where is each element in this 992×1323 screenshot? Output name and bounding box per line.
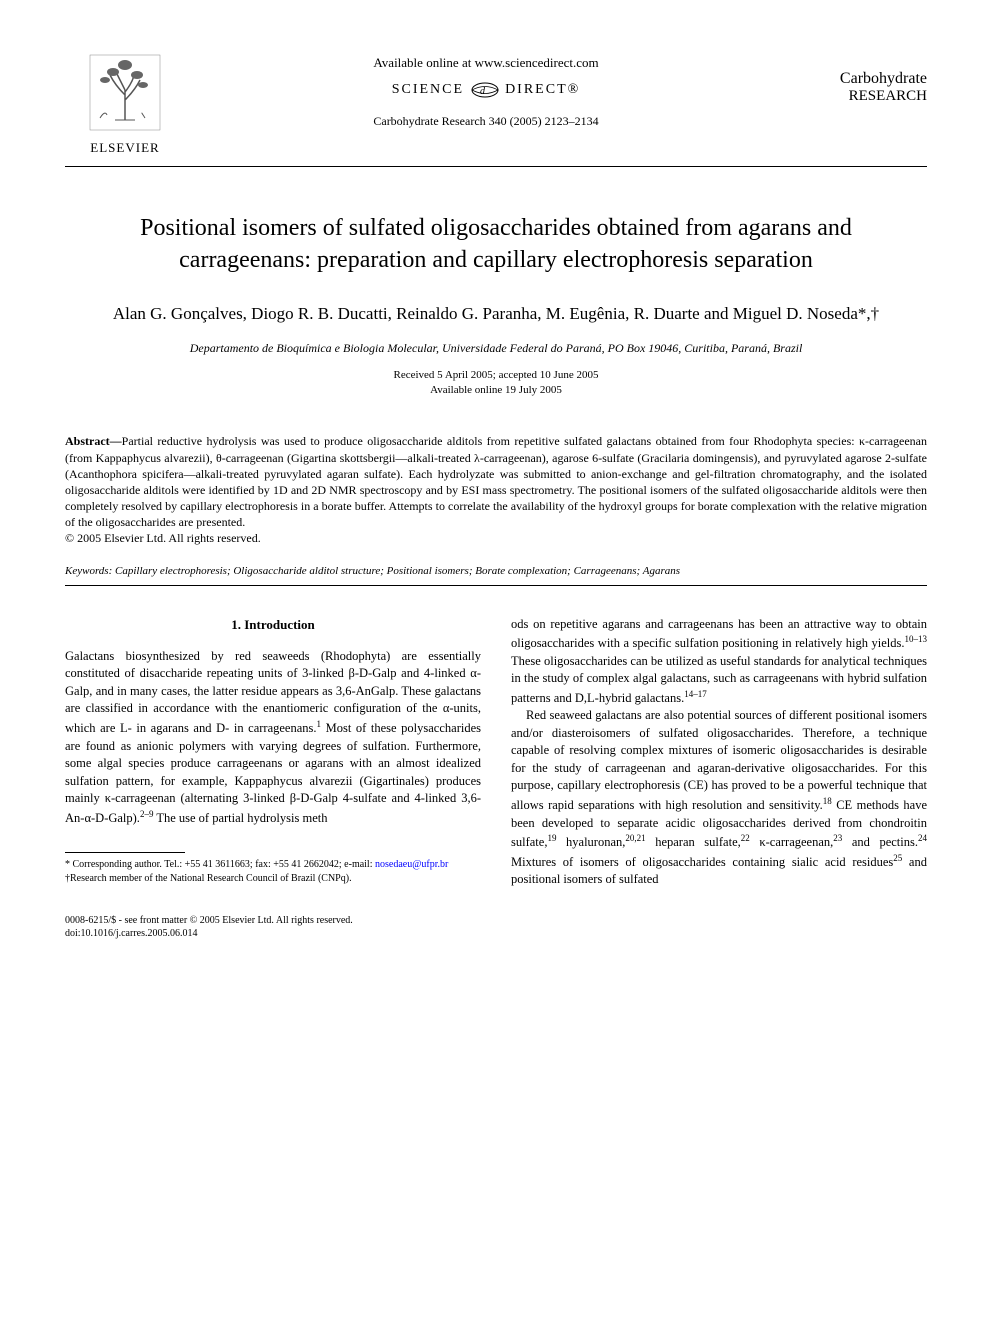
front-matter-line: 0008-6215/$ - see front matter © 2005 El… (65, 914, 927, 927)
journal-name-line2: RESEARCH (787, 88, 927, 105)
available-date: Available online 19 July 2005 (65, 383, 927, 398)
ref-14-17: 14–17 (684, 689, 707, 699)
publisher-logo-block: ELSEVIER (65, 50, 185, 156)
body-columns: 1. Introduction Galactans biosynthesized… (65, 616, 927, 889)
right-column: ods on repetitive agarans and carrageena… (511, 616, 927, 889)
left-column: 1. Introduction Galactans biosynthesized… (65, 616, 481, 889)
abstract-divider (65, 585, 927, 586)
ref-20-21: 20,21 (625, 833, 645, 843)
science-direct-text-2: DIRECT® (505, 82, 580, 97)
available-online-text: Available online at www.sciencedirect.co… (185, 55, 787, 71)
abstract-label: Abstract— (65, 434, 122, 448)
email-link[interactable]: nosedaeu@ufpr.br (375, 859, 448, 870)
research-member-note: †Research member of the National Researc… (65, 872, 481, 885)
doi-line: doi:10.1016/j.carres.2005.06.014 (65, 927, 927, 940)
ref-24: 24 (918, 833, 927, 843)
ref-2-9: 2–9 (140, 809, 154, 819)
copyright-text: © 2005 Elsevier Ltd. All rights reserved… (65, 530, 927, 546)
intro-para2: Red seaweed galactans are also potential… (511, 707, 927, 888)
ref-10-13: 10–13 (905, 634, 928, 644)
abstract-text: Partial reductive hydrolysis was used to… (65, 434, 927, 529)
science-direct-icon: d (470, 81, 500, 99)
intro-para1-cont: ods on repetitive agarans and carrageena… (511, 616, 927, 708)
elsevier-label: ELSEVIER (90, 140, 159, 156)
abstract-block: Abstract—Partial reductive hydrolysis wa… (65, 433, 927, 546)
ref-22: 22 (741, 833, 750, 843)
received-date: Received 5 April 2005; accepted 10 June … (65, 368, 927, 383)
header-center: Available online at www.sciencedirect.co… (185, 50, 787, 129)
keywords-block: Keywords: Capillary electrophoresis; Oli… (65, 565, 927, 577)
keywords-label: Keywords: (65, 565, 112, 577)
journal-name-line1: Carbohydrate (787, 70, 927, 88)
keywords-text: Capillary electrophoresis; Oligosacchari… (112, 565, 680, 577)
ref-23: 23 (833, 833, 842, 843)
footer-notes: * Corresponding author. Tel.: +55 41 361… (65, 852, 481, 885)
authors-text: Alan G. Gonçalves, Diogo R. B. Ducatti, … (113, 304, 879, 323)
ref-18: 18 (823, 796, 832, 806)
article-title: Positional isomers of sulfated oligosacc… (65, 212, 927, 277)
science-direct-text-1: SCIENCE (392, 82, 464, 97)
science-direct-logo: SCIENCE d DIRECT® (185, 81, 787, 99)
journal-reference: Carbohydrate Research 340 (2005) 2123–21… (185, 114, 787, 129)
bottom-info: 0008-6215/$ - see front matter © 2005 El… (65, 914, 927, 940)
header-divider (65, 166, 927, 167)
authors-list: Alan G. Gonçalves, Diogo R. B. Ducatti, … (65, 302, 927, 326)
svg-text:d: d (480, 86, 487, 97)
footer-divider (65, 852, 185, 853)
affiliation: Departamento de Bioquímica e Biologia Mo… (65, 341, 927, 356)
corresponding-author: * Corresponding author. Tel.: +55 41 361… (65, 858, 481, 871)
elsevier-tree-icon (85, 50, 165, 135)
publication-dates: Received 5 April 2005; accepted 10 June … (65, 368, 927, 399)
ref-25: 25 (893, 853, 902, 863)
section-heading: 1. Introduction (65, 616, 481, 634)
page-header: ELSEVIER Available online at www.science… (65, 50, 927, 156)
intro-para1: Galactans biosynthesized by red seaweeds… (65, 648, 481, 827)
journal-title-block: Carbohydrate RESEARCH (787, 50, 927, 105)
